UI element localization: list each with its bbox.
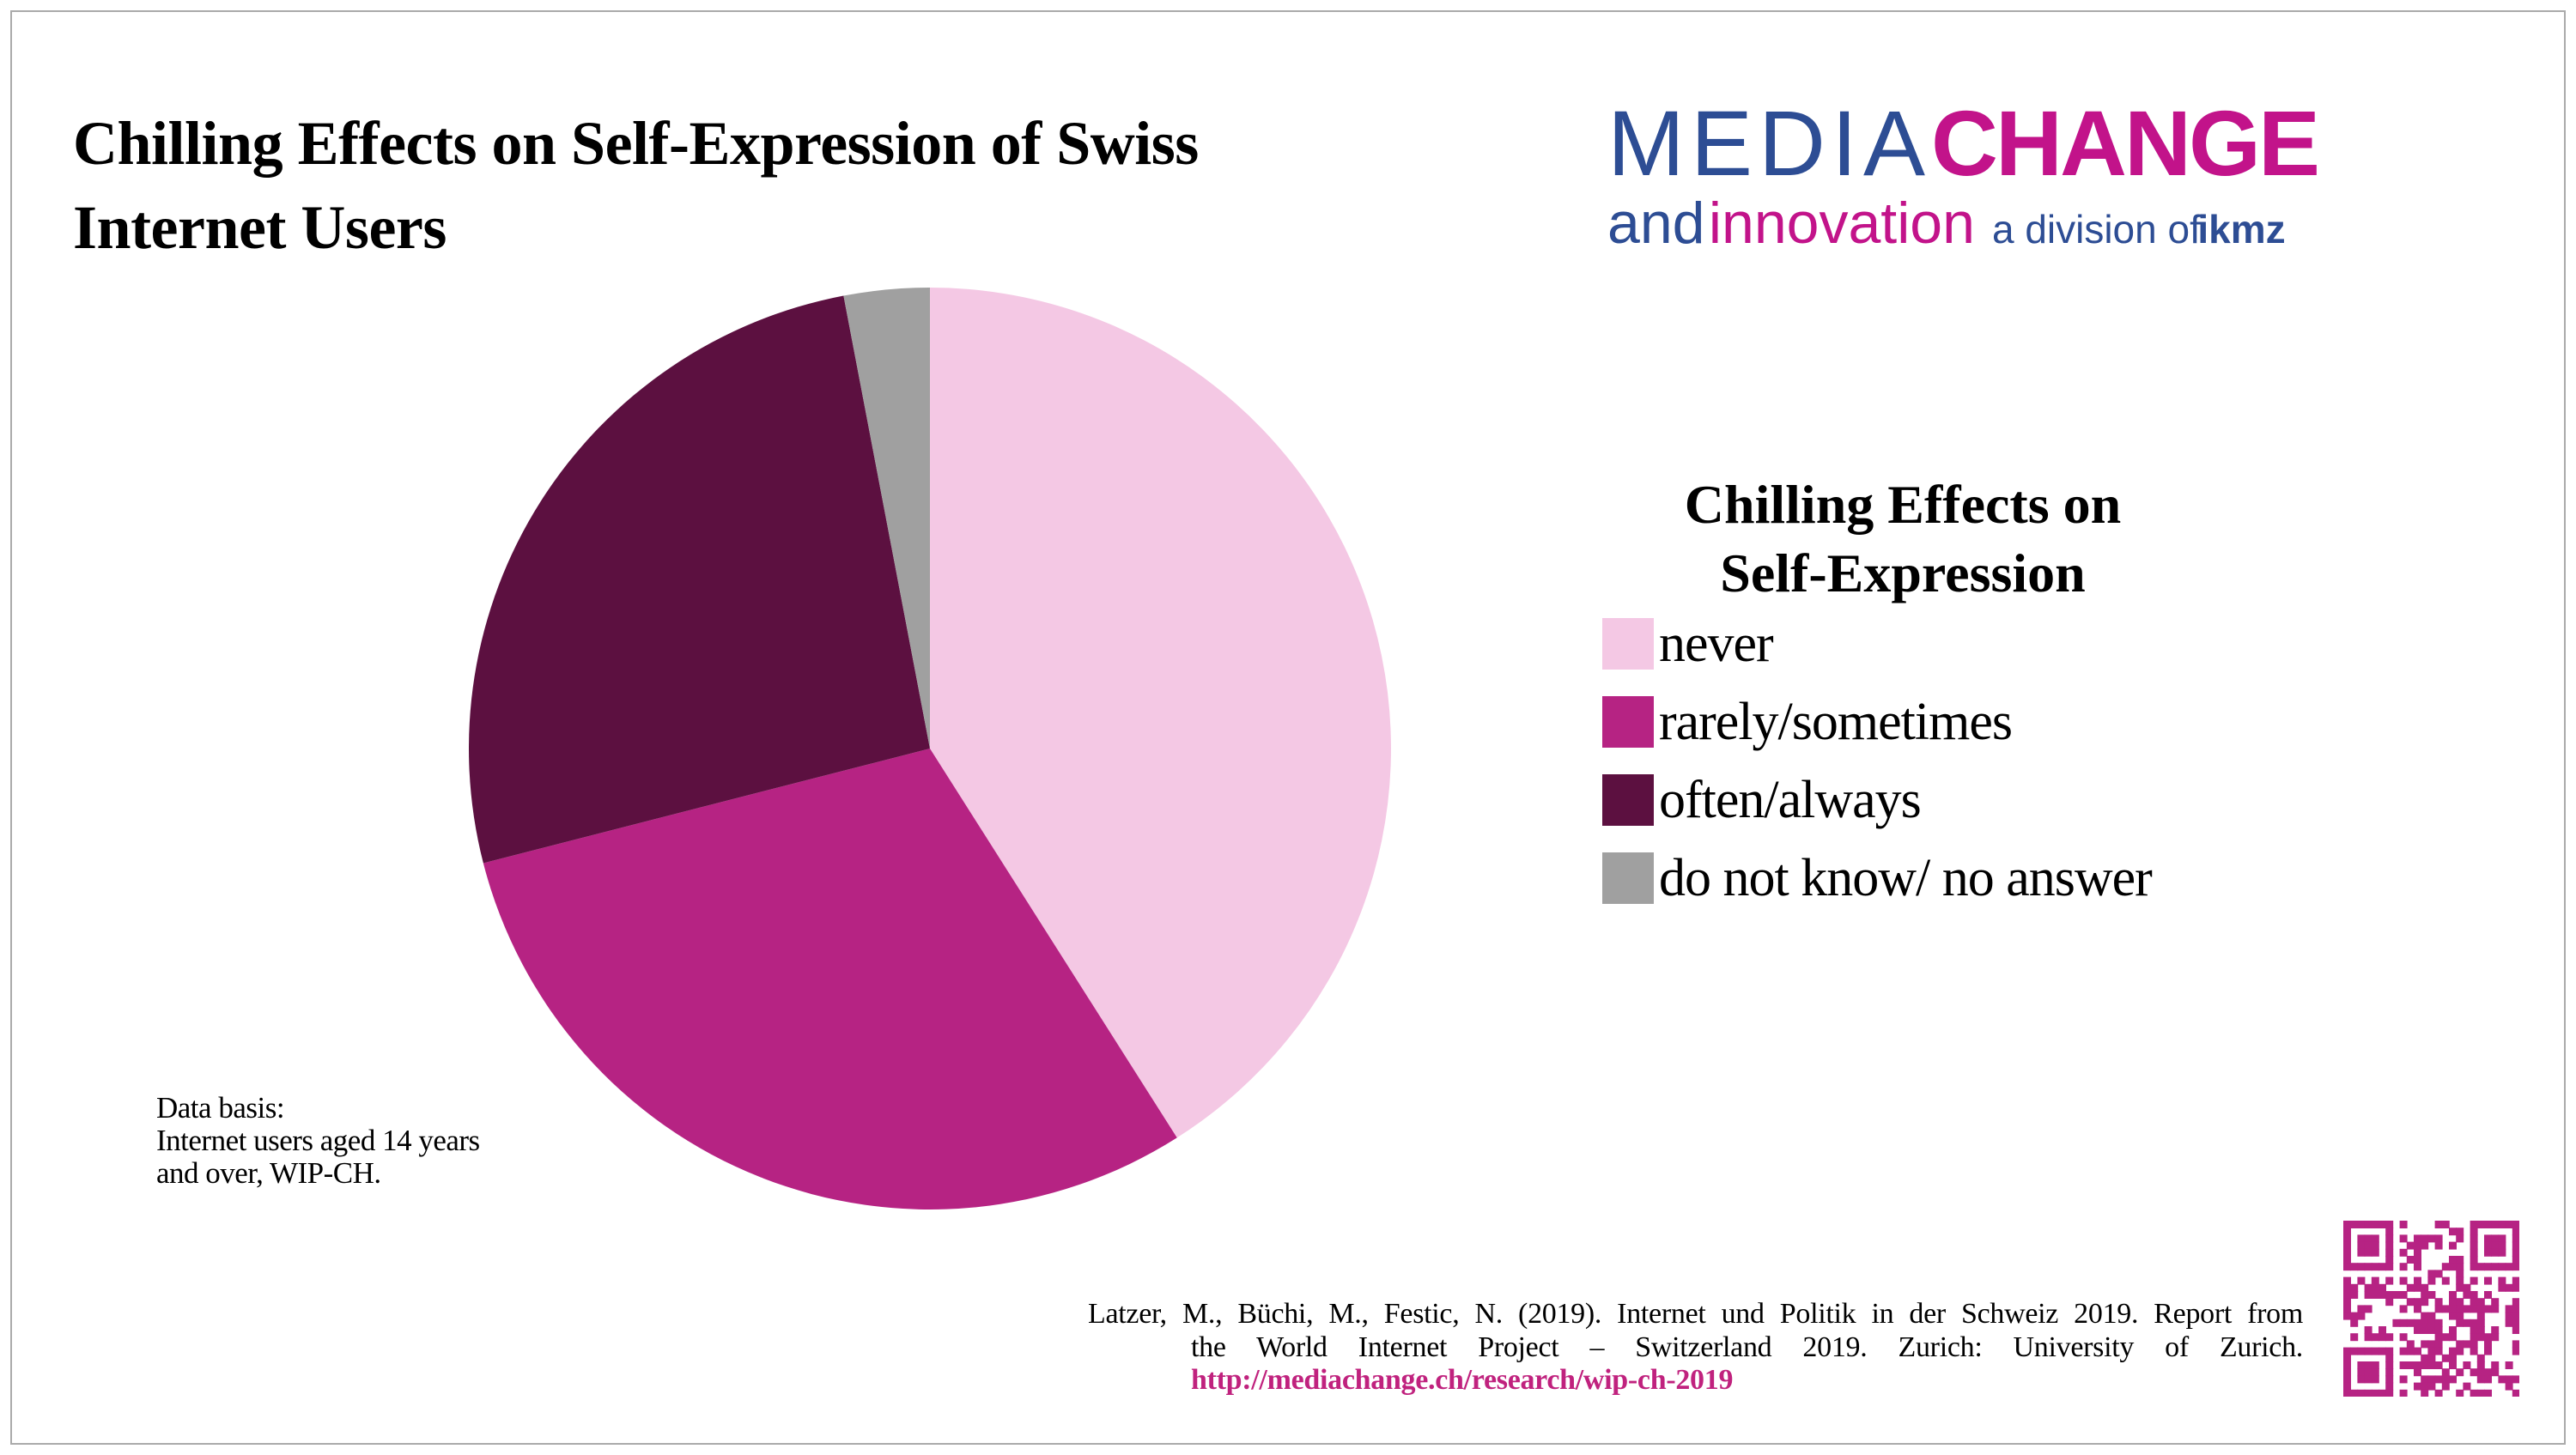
legend-swatch-rarely-sometimes — [1602, 696, 1654, 748]
legend-label-often-always: often/always — [1659, 771, 1922, 829]
citation-line-1: Latzer, M., Büchi, M., Festic, N. (2019)… — [1088, 1298, 2303, 1330]
legend-title-line-2: Self-Expression — [1720, 543, 2086, 603]
pie-slice-often-always — [468, 295, 930, 864]
data-basis-note: Data basis: Internet users aged 14 years… — [156, 1092, 480, 1190]
page-title: Chilling Effects on Self-Expression of S… — [73, 101, 1464, 270]
legend-label-never: never — [1659, 615, 1774, 673]
pie-chart-svg — [468, 288, 1391, 1209]
pie-slice-rarely-sometimes — [483, 749, 1177, 1209]
legend-title: Chilling Effects on Self-Expression — [1585, 470, 2221, 608]
legend-swatch-often-always — [1602, 774, 1654, 826]
logo-line-2: and innovation a division of ikmz — [1607, 190, 2303, 257]
page-title-line-2: Internet Users — [73, 193, 447, 262]
pie-slice-never — [930, 288, 1391, 1138]
legend-item-never: never — [1602, 617, 2152, 670]
citation-url-link[interactable]: http://mediachange.ch/research/wip-ch-20… — [1191, 1364, 1734, 1396]
mediachange-logo: MEDIACHANGE and innovation a division of… — [1607, 89, 2320, 257]
qr-code-svg — [2343, 1221, 2520, 1397]
data-basis-line-2: Internet users aged 14 years — [156, 1124, 480, 1157]
legend-swatch-do-not-know — [1602, 852, 1654, 904]
logo-change-text: CHANGE — [1931, 91, 2320, 195]
pie-chart — [468, 288, 1391, 1209]
logo-and-innovation: and innovation — [1607, 191, 1975, 256]
citation-line-2: the World Internet Project – Switzerland… — [1191, 1331, 2303, 1363]
legend-label-rarely-sometimes: rarely/sometimes — [1659, 693, 2013, 751]
chart-legend: never rarely/sometimes often/always do n… — [1602, 617, 2153, 930]
legend-item-rarely-sometimes: rarely/sometimes — [1602, 695, 2152, 749]
data-basis-line-3: and over, WIP-CH. — [156, 1156, 381, 1190]
legend-item-often-always: often/always — [1602, 773, 2152, 827]
logo-media-text: MEDIA — [1607, 91, 1932, 195]
logo-line-1: MEDIACHANGE — [1607, 89, 2320, 197]
legend-item-do-not-know: do not know/ no answer — [1602, 849, 2153, 907]
logo-division-of: a division of ikmz — [1991, 207, 2286, 252]
legend-title-line-1: Chilling Effects on — [1684, 474, 2122, 535]
page-title-line-1: Chilling Effects on Self-Expression of S… — [73, 109, 1199, 178]
legend-label-do-not-know: do not know/ no answer — [1659, 849, 2153, 907]
citation: Latzer, M., Büchi, M., Festic, N. (2019)… — [1088, 1298, 2303, 1397]
pie-slice-do-not-know-no-answer — [843, 288, 930, 749]
qr-code — [2343, 1221, 2520, 1397]
legend-swatch-never — [1602, 618, 1654, 670]
data-basis-line-1: Data basis: — [156, 1091, 285, 1125]
